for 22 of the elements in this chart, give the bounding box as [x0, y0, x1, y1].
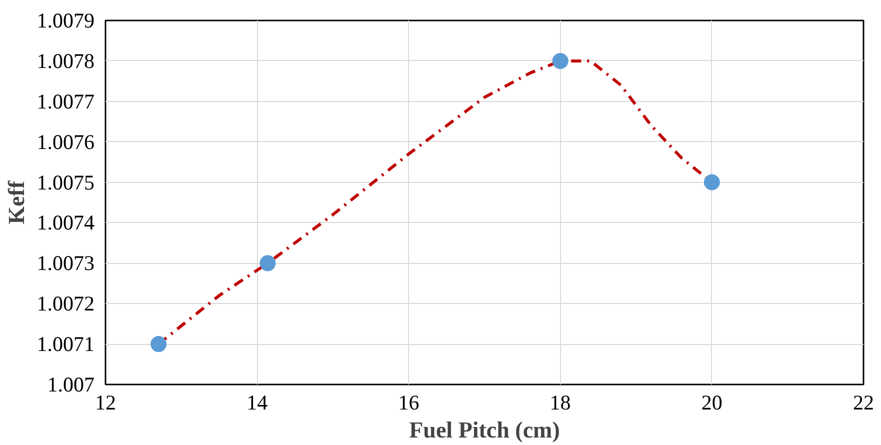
point — [150, 336, 167, 352]
y-tick-label: 1.0074 — [36, 210, 95, 235]
x-tick-label: 20 — [701, 390, 722, 414]
y-tick-label: 1.0077 — [36, 89, 94, 114]
x-tick-label: 14 — [246, 390, 268, 414]
y-tick-label: 1.0075 — [36, 170, 94, 194]
y-tick-label: 1.0071 — [36, 332, 94, 356]
point — [260, 255, 276, 272]
y-tick-label: 1.0072 — [36, 292, 94, 316]
y-tick-label: 1.0076 — [36, 130, 94, 154]
x-axis-title: Fuel Pitch (cm) — [409, 418, 560, 442]
x-tick-label: 16 — [398, 390, 420, 414]
x-tick-label: 12 — [95, 390, 116, 414]
y-tick-label: 1.0079 — [36, 8, 94, 32]
x-tick-label: 18 — [550, 390, 571, 414]
y-tick-label: 1.0073 — [36, 251, 94, 276]
x-tick-label: 22 — [853, 390, 874, 414]
y-tick-label: 1.0078 — [36, 48, 94, 73]
y-axis-title: Keff — [4, 180, 29, 224]
point — [552, 52, 568, 69]
y-tick-label: 1.007 — [47, 372, 94, 396]
point — [704, 174, 720, 190]
